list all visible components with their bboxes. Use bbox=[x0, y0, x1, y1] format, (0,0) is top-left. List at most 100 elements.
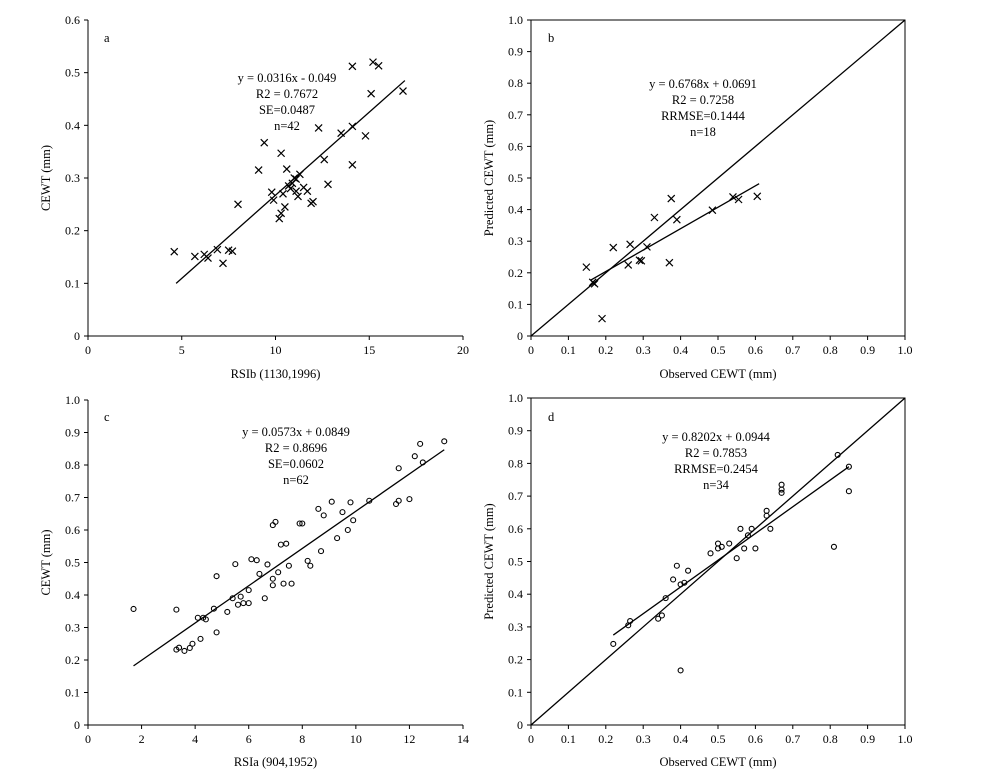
equation-line: R2 = 0.8696 bbox=[265, 441, 327, 455]
data-point bbox=[733, 555, 740, 562]
data-point bbox=[282, 165, 291, 173]
data-point bbox=[348, 62, 357, 71]
y-tick-label: 0.3 bbox=[65, 171, 80, 185]
equation-line: n=34 bbox=[703, 478, 730, 492]
x-tick-label: 4 bbox=[192, 732, 198, 746]
data-point bbox=[280, 580, 287, 587]
y-tick-label: 0.8 bbox=[65, 458, 80, 472]
data-point bbox=[204, 254, 212, 262]
data-point bbox=[240, 600, 247, 607]
x-tick-label: 8 bbox=[299, 732, 305, 746]
x-tick-label: 0.1 bbox=[561, 343, 576, 357]
data-point bbox=[830, 543, 837, 550]
data-point bbox=[670, 576, 677, 583]
y-tick-label: 0.2 bbox=[508, 266, 523, 280]
data-point bbox=[744, 532, 751, 539]
data-point bbox=[286, 184, 295, 193]
data-point bbox=[662, 595, 669, 602]
equation-line: R2 = 0.7258 bbox=[672, 93, 734, 107]
data-point bbox=[317, 548, 325, 555]
x-tick-label: 0.2 bbox=[598, 732, 613, 746]
y-tick-label: 0.9 bbox=[65, 426, 80, 440]
x-tick-label: 0.6 bbox=[748, 343, 763, 357]
regression-line bbox=[612, 466, 850, 636]
y-tick-label: 0.7 bbox=[508, 108, 523, 122]
x-tick-label: 0.3 bbox=[636, 732, 651, 746]
data-point bbox=[194, 614, 201, 621]
data-point bbox=[737, 525, 744, 532]
x-tick-label: 0 bbox=[85, 343, 91, 357]
data-point bbox=[417, 440, 424, 447]
data-point bbox=[224, 608, 231, 615]
one-to-one-line bbox=[530, 397, 906, 726]
data-point bbox=[392, 500, 400, 508]
data-point bbox=[277, 209, 286, 218]
y-axis-title: CEWT (mm) bbox=[39, 529, 53, 595]
data-point bbox=[232, 561, 239, 568]
x-axis-title: RSIb (1130,1996) bbox=[231, 367, 321, 381]
data-point bbox=[315, 505, 322, 512]
x-tick-label: 0.8 bbox=[823, 343, 838, 357]
y-tick-label: 0.2 bbox=[65, 653, 80, 667]
data-point bbox=[748, 525, 755, 532]
y-tick-label: 0.3 bbox=[65, 621, 80, 635]
data-point bbox=[309, 197, 317, 206]
data-point bbox=[189, 640, 196, 647]
data-point bbox=[261, 595, 268, 602]
x-tick-label: 0 bbox=[528, 343, 534, 357]
y-tick-label: 0 bbox=[517, 718, 523, 732]
data-point bbox=[685, 567, 692, 574]
x-tick-label: 5 bbox=[179, 343, 185, 357]
x-tick-label: 1.0 bbox=[898, 732, 913, 746]
data-point bbox=[718, 543, 725, 550]
x-tick-label: 0.3 bbox=[636, 343, 651, 357]
data-point bbox=[673, 562, 680, 569]
data-point bbox=[285, 562, 292, 569]
data-point bbox=[734, 195, 743, 204]
data-point bbox=[294, 192, 302, 201]
data-point bbox=[752, 545, 759, 552]
y-tick-label: 0.6 bbox=[508, 522, 523, 536]
data-point bbox=[624, 260, 633, 269]
x-tick-label: 0.4 bbox=[673, 343, 688, 357]
data-point bbox=[269, 522, 276, 529]
data-point bbox=[304, 557, 311, 564]
data-point bbox=[173, 606, 180, 613]
data-point bbox=[650, 213, 659, 222]
y-tick-label: 0.5 bbox=[65, 556, 80, 570]
data-point bbox=[283, 540, 290, 547]
x-tick-label: 6 bbox=[246, 732, 252, 746]
data-point bbox=[245, 587, 252, 594]
data-point bbox=[767, 525, 774, 532]
data-point bbox=[707, 550, 714, 557]
y-axis-title: Predicted CEWT (mm) bbox=[482, 503, 496, 619]
y-tick-label: 1.0 bbox=[65, 393, 80, 407]
data-point bbox=[213, 573, 220, 580]
data-point bbox=[834, 451, 841, 458]
y-tick-label: 0.3 bbox=[508, 234, 523, 248]
data-point bbox=[419, 459, 426, 466]
data-point bbox=[778, 489, 785, 496]
data-point bbox=[269, 582, 276, 589]
data-point bbox=[186, 644, 193, 652]
equation-line: n=62 bbox=[283, 473, 309, 487]
regression-line bbox=[133, 449, 445, 667]
data-point bbox=[307, 562, 314, 569]
equation-line: R2 = 0.7672 bbox=[256, 87, 318, 101]
data-point bbox=[582, 263, 591, 272]
equation-line: y = 0.0573x + 0.0849 bbox=[242, 425, 350, 439]
data-point bbox=[248, 556, 255, 563]
panel-label: c bbox=[104, 410, 110, 424]
data-point bbox=[269, 575, 276, 582]
y-tick-label: 0.8 bbox=[508, 76, 523, 90]
x-tick-label: 0.8 bbox=[823, 732, 838, 746]
data-point bbox=[643, 242, 651, 251]
data-point bbox=[234, 200, 242, 209]
data-point bbox=[320, 155, 329, 164]
equation-line: SE=0.0602 bbox=[268, 457, 324, 471]
data-point bbox=[295, 170, 304, 179]
data-point bbox=[275, 569, 282, 576]
data-point bbox=[320, 512, 327, 519]
x-tick-label: 0.6 bbox=[748, 732, 763, 746]
y-tick-label: 0.9 bbox=[508, 424, 523, 438]
